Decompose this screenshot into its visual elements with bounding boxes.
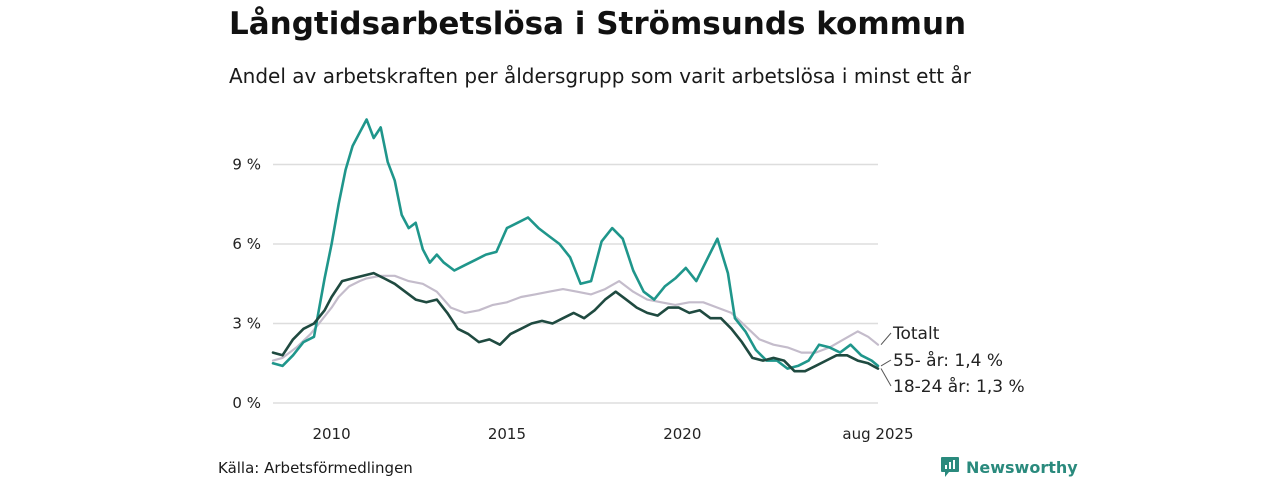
y-tick-label: 3 % — [232, 315, 261, 333]
leader-line — [880, 332, 892, 346]
x-tick-label: 2015 — [488, 425, 526, 443]
chart-subtitle: Andel av arbetskraften per åldersgrupp s… — [229, 64, 971, 88]
series-line-totalt — [271, 274, 880, 362]
y-tick-label: 6 % — [232, 235, 261, 253]
newsworthy-logo-icon — [941, 457, 959, 477]
brand-name: Newsworthy — [966, 457, 1078, 477]
source-note: Källa: Arbetsförmedlingen — [218, 459, 413, 477]
series-end-label: Totalt — [892, 324, 940, 344]
leader-line — [880, 359, 892, 367]
series-end-label: 18-24 år: 1,3 % — [893, 376, 1025, 397]
x-tick-label: aug 2025 — [842, 425, 913, 443]
series-line-18-24-r — [271, 271, 880, 373]
x-tick-label: 2010 — [312, 425, 350, 443]
series-lines — [271, 118, 880, 373]
brand-logo[interactable]: Newsworthy — [940, 456, 1078, 478]
chart-title: Långtidsarbetslösa i Strömsunds kommun — [229, 6, 967, 42]
x-tick-label: 2020 — [663, 425, 701, 443]
end-labels: Totalt 55- år: 1,4 % 18-24 år: 1,3 % — [880, 324, 1025, 397]
y-tick-label: 9 % — [232, 156, 261, 174]
grid-lines — [273, 163, 878, 404]
series-end-label: 55- år: 1,4 % — [893, 350, 1003, 371]
y-tick-label: 0 % — [232, 394, 261, 412]
x-axis: 2010 2015 2020 aug 2025 — [312, 425, 913, 443]
leader-line — [880, 368, 892, 387]
y-axis: 0 % 3 % 6 % 9 % — [232, 156, 261, 413]
series-line-55-r — [271, 118, 880, 370]
